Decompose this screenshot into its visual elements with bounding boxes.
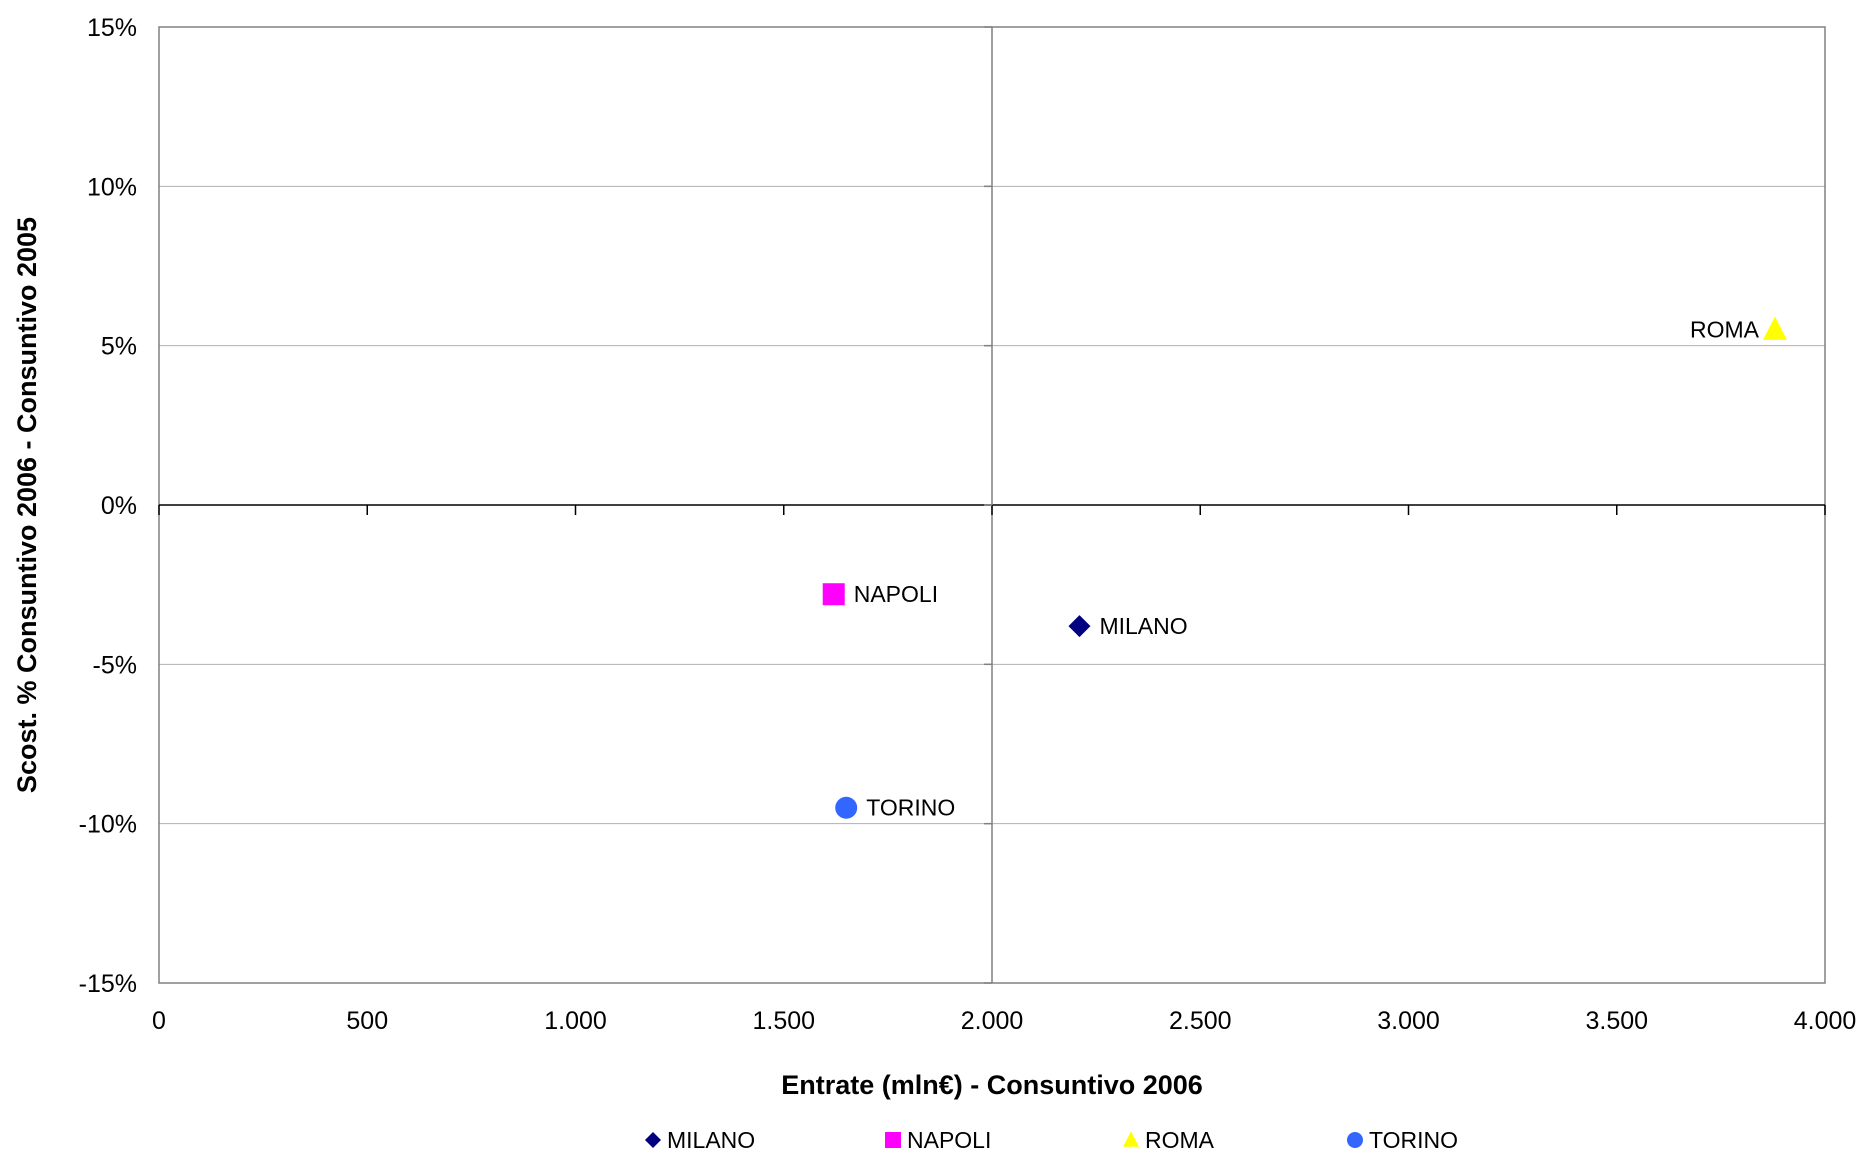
- point-milano: [1068, 615, 1091, 638]
- x-tick-labels: 0 500 1.000 1.500 2.000 2.500 3.000 3.500 4.000: [152, 1007, 1856, 1035]
- legend-marker-torino: [1347, 1132, 1363, 1148]
- point-label-milano: MILANO: [1099, 613, 1187, 639]
- data-points: MILANO NAPOLI ROMA TORINO: [822, 316, 1788, 821]
- x-tick-label: 3.500: [1585, 1007, 1648, 1035]
- legend-label-roma: ROMA: [1145, 1127, 1215, 1153]
- x-tick-label: 1.000: [544, 1007, 607, 1035]
- y-tick-labels: -15% -10% -5% 0% 5% 10% 15%: [79, 14, 137, 998]
- y-tick-label: -5%: [93, 651, 137, 679]
- y-axis-title: Scost. % Consuntivo 2006 - Consuntivo 20…: [12, 217, 42, 793]
- x-tick-label: 0: [152, 1007, 166, 1035]
- x-tick-label: 2.000: [961, 1007, 1024, 1035]
- y-tick-label: 10%: [87, 173, 137, 201]
- legend-marker-roma: [1123, 1131, 1139, 1147]
- legend-marker-napoli: [885, 1132, 901, 1148]
- point-napoli: [822, 583, 845, 606]
- legend-marker-milano: [645, 1132, 661, 1148]
- point-label-napoli: NAPOLI: [854, 581, 938, 607]
- x-tick-label: 500: [346, 1007, 388, 1035]
- x-tick-label: 1.500: [752, 1007, 815, 1035]
- y-tick-label: -10%: [79, 811, 137, 839]
- y-tick-label: 5%: [101, 333, 137, 361]
- x-axis-title: Entrate (mln€) - Consuntivo 2006: [781, 1070, 1203, 1100]
- y-tick-label: 15%: [87, 14, 137, 42]
- point-roma: [1763, 316, 1788, 340]
- legend: MILANO NAPOLI ROMA TORINO: [645, 1127, 1458, 1153]
- y-tick-label: 0%: [101, 492, 137, 520]
- y-tick-label: -15%: [79, 970, 137, 998]
- axes: [158, 26, 1826, 984]
- x-tick-label: 3.000: [1377, 1007, 1440, 1035]
- point-label-torino: TORINO: [866, 795, 955, 821]
- x-tick-label: 2.500: [1169, 1007, 1232, 1035]
- x-tick-label: 4.000: [1794, 1007, 1857, 1035]
- legend-label-napoli: NAPOLI: [907, 1127, 991, 1153]
- legend-label-milano: MILANO: [667, 1127, 755, 1153]
- legend-label-torino: TORINO: [1369, 1127, 1458, 1153]
- point-torino: [835, 796, 858, 819]
- point-label-roma: ROMA: [1690, 317, 1760, 343]
